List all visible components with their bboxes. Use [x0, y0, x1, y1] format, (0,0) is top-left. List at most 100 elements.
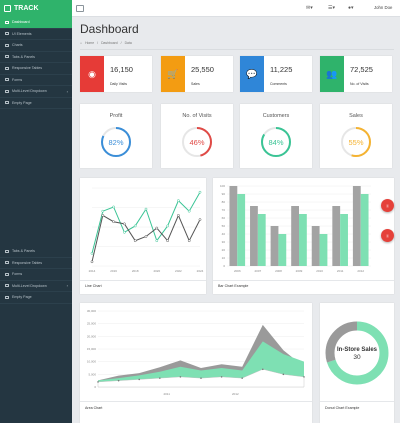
nav-icon: [5, 249, 9, 253]
bar-chart-caption: Bar Chart Example: [218, 284, 249, 288]
sidebar-item[interactable]: Empty Page: [0, 98, 72, 109]
x-tick-label: 2014: [89, 269, 96, 273]
y-tick-label: 70: [222, 208, 226, 212]
donut-chart-caption: Donut Chart Example: [325, 406, 360, 410]
progress-ring-fill: [261, 127, 291, 157]
y-tick-label: 10: [222, 256, 226, 260]
y-tick-label: 20,000: [87, 334, 97, 338]
progress-value: 55%: [348, 138, 364, 147]
y-tick-label: 25,000: [87, 322, 97, 326]
area-point: [262, 368, 264, 371]
sidebar-item[interactable]: Multi-Level Dropdown ›: [0, 281, 72, 292]
donut-label: In-Store Sales: [337, 347, 378, 353]
progress-ring-fill: [182, 127, 212, 157]
stat-label: Sales: [191, 82, 200, 86]
nav-icon: [5, 20, 9, 24]
sidebar-item[interactable]: Multi-Level Dropdown ›: [0, 86, 72, 98]
line-point: [187, 239, 191, 243]
x-tick-label: 2006: [234, 269, 241, 273]
line-point: [112, 205, 115, 209]
bar: [229, 186, 238, 266]
sidebar-item[interactable]: Forms: [0, 269, 72, 281]
breadcrumb-item[interactable]: Home: [85, 41, 95, 45]
sidebar-item-label: Multi-Level Dropdown: [12, 283, 47, 288]
area-point: [117, 379, 120, 382]
stat-icon-box: ◉: [80, 56, 104, 92]
x-tick-label: 2012: [357, 269, 364, 273]
progress-card: Profit 82%: [80, 104, 152, 168]
tasks-icon[interactable]: ☰▾: [328, 5, 335, 11]
sidebar-nav-repeat: Tabs & Panels Responsive Tables Forms Multi…: [0, 246, 72, 304]
user-icon[interactable]: ●▾: [348, 5, 354, 11]
y-tick-label: 80: [222, 200, 226, 204]
fab-button[interactable]: ⦿: [381, 199, 394, 212]
area-point: [138, 378, 140, 381]
stat-value: 72,525: [350, 65, 373, 74]
progress-ring: [261, 127, 291, 157]
envelope-icon[interactable]: ✉▾: [306, 5, 313, 11]
sidebar-item-label: Forms: [12, 272, 23, 277]
breadcrumb-item: Data: [124, 41, 132, 45]
sidebar-item[interactable]: Charts: [0, 40, 72, 52]
bar: [360, 194, 369, 266]
area-point: [303, 376, 305, 378]
area-point: [179, 376, 182, 378]
sidebar-item[interactable]: Empty Page: [0, 292, 72, 304]
line-point: [155, 239, 159, 243]
line-point: [101, 209, 105, 213]
sidebar-item[interactable]: Tabs & Panels: [0, 246, 72, 258]
stat-label: No. of Visits: [350, 82, 369, 86]
y-tick-label: 60: [222, 216, 226, 220]
nav-icon: [5, 261, 9, 265]
stat-label: Comments: [270, 82, 287, 86]
sidebar-item-label: Responsive Tables: [12, 66, 43, 71]
cart-icon: 🛒: [167, 68, 179, 79]
x-tick-label: 2011: [337, 269, 344, 273]
y-tick-label: 100: [220, 184, 225, 188]
user-name[interactable]: John Doe: [374, 5, 393, 10]
bar: [257, 214, 266, 266]
sidebar-item[interactable]: Responsive Tables: [0, 63, 72, 75]
area-point: [159, 377, 161, 379]
nav-icon: [5, 66, 9, 70]
sidebar-item[interactable]: UI Elements: [0, 29, 72, 40]
donut-chart-panel: In-Store Sales 30 Donut Chart Example: [320, 303, 394, 423]
sidebar-toggle-icon[interactable]: [76, 5, 84, 12]
y-tick-label: 15,000: [87, 347, 97, 351]
sidebar-item-label: Forms: [12, 77, 23, 82]
progress-ring: [341, 127, 371, 157]
area-point: [200, 377, 202, 379]
progress-title: Sales: [349, 113, 363, 119]
stat-label: Daily Visits: [110, 82, 128, 86]
progress-card: No. of Visits 46%: [161, 104, 233, 168]
line-point: [166, 239, 169, 243]
sidebar-item[interactable]: Responsive Tables: [0, 258, 72, 269]
progress-ring: [101, 127, 131, 157]
progress-value: 84%: [268, 138, 284, 147]
sidebar-item[interactable]: Forms: [0, 75, 72, 86]
line-chart-caption: Line Chart: [85, 284, 102, 288]
breadcrumb-item[interactable]: Dashboard: [101, 41, 118, 45]
brand-logo[interactable]: TRACK: [0, 0, 72, 17]
eye-icon: ◉: [88, 68, 96, 79]
sidebar-item-label: Dashboard: [12, 20, 30, 25]
sidebar-nav: Dashboard UI Elements Charts Tabs & Panels R…: [0, 17, 72, 109]
area-chart-panel: 0 5,000 10,000 15,000 20,000 25,000 30,000 2011…: [80, 303, 312, 423]
line-chart: 2014 2016 2018 2020 2022 2024: [89, 187, 204, 273]
sidebar-item[interactable]: Tabs & Panels: [0, 52, 72, 63]
line-series-1: [91, 214, 201, 262]
bar-chart-panel: 0 10 20 30 40 50 60 70 80 90 100 2006 2007 2008 2009 20…: [213, 178, 394, 294]
progress-ring: [182, 127, 212, 157]
line-point: [90, 260, 94, 264]
progress-value: 82%: [108, 138, 124, 147]
stat-value: 16,150: [110, 65, 133, 74]
progress-card: Sales 55%: [320, 104, 392, 168]
line-point: [101, 214, 105, 217]
progress-ring-fill: [101, 127, 131, 157]
sidebar-item[interactable]: Dashboard: [0, 17, 72, 29]
fab-button[interactable]: ⦿: [381, 229, 394, 242]
progress-card: Customers 84%: [240, 104, 312, 168]
line-point: [123, 222, 126, 226]
stat-card: ◉ 16,150 Daily Visits: [80, 56, 152, 92]
stat-icon-box: 🛒: [161, 56, 185, 92]
